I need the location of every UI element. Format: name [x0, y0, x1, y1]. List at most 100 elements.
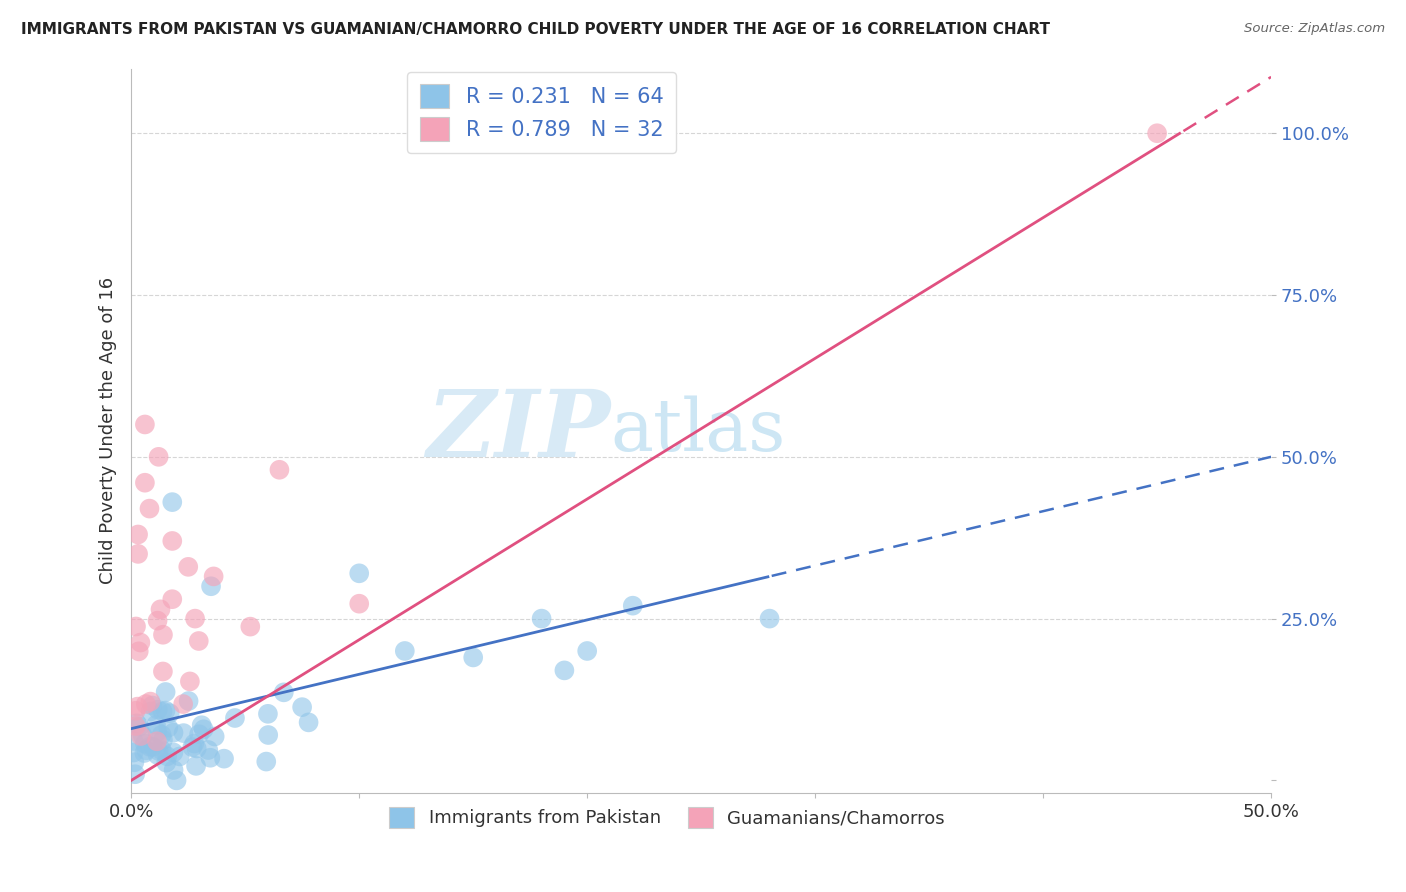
Point — [125, 716, 148, 731]
Y-axis label: Child Poverty Under the Age of 16: Child Poverty Under the Age of 16 — [100, 277, 117, 584]
Point — [146, 734, 169, 748]
Point — [125, 719, 148, 733]
Point — [162, 495, 184, 509]
Point — [162, 533, 184, 548]
Point — [530, 612, 553, 626]
Point — [146, 614, 169, 628]
Point — [155, 756, 177, 770]
Point — [127, 527, 149, 541]
Point — [347, 566, 370, 581]
Point — [169, 749, 191, 764]
Point — [159, 706, 181, 721]
Point — [553, 664, 575, 678]
Text: IMMIGRANTS FROM PAKISTAN VS GUAMANIAN/CHAMORRO CHILD POVERTY UNDER THE AGE OF 16: IMMIGRANTS FROM PAKISTAN VS GUAMANIAN/CH… — [21, 22, 1050, 37]
Point — [162, 746, 184, 760]
Point — [155, 685, 177, 699]
Point — [134, 746, 156, 760]
Point — [157, 721, 180, 735]
Point — [127, 699, 149, 714]
Point — [181, 740, 204, 755]
Point — [139, 705, 162, 719]
Point — [297, 715, 319, 730]
Point — [134, 737, 156, 751]
Point — [141, 698, 163, 713]
Point — [187, 634, 209, 648]
Point — [152, 733, 174, 747]
Point — [135, 697, 157, 711]
Point — [212, 752, 235, 766]
Legend: Immigrants from Pakistan, Guamanians/Chamorros: Immigrants from Pakistan, Guamanians/Cha… — [381, 800, 952, 835]
Point — [202, 569, 225, 583]
Point — [152, 628, 174, 642]
Point — [152, 704, 174, 718]
Point — [142, 739, 165, 754]
Point — [125, 704, 148, 718]
Point — [1146, 126, 1168, 140]
Point — [148, 744, 170, 758]
Point — [150, 728, 173, 742]
Point — [128, 644, 150, 658]
Point — [173, 726, 195, 740]
Point — [150, 743, 173, 757]
Point — [146, 747, 169, 762]
Point — [152, 665, 174, 679]
Point — [124, 767, 146, 781]
Point — [184, 612, 207, 626]
Point — [239, 619, 262, 633]
Point — [254, 755, 277, 769]
Point — [162, 763, 184, 777]
Point — [177, 694, 200, 708]
Point — [200, 579, 222, 593]
Point — [148, 450, 170, 464]
Point — [128, 720, 150, 734]
Point — [125, 619, 148, 633]
Point — [188, 727, 211, 741]
Point — [269, 463, 291, 477]
Point — [146, 703, 169, 717]
Point — [190, 718, 212, 732]
Point — [184, 759, 207, 773]
Point — [200, 750, 222, 764]
Point — [224, 711, 246, 725]
Point — [179, 674, 201, 689]
Point — [463, 650, 485, 665]
Point — [138, 501, 160, 516]
Point — [758, 612, 780, 626]
Text: Source: ZipAtlas.com: Source: ZipAtlas.com — [1244, 22, 1385, 36]
Point — [162, 725, 184, 739]
Point — [183, 737, 205, 751]
Point — [135, 743, 157, 757]
Point — [124, 756, 146, 770]
Point — [162, 592, 184, 607]
Point — [134, 417, 156, 432]
Point — [186, 741, 208, 756]
Point — [139, 695, 162, 709]
Point — [146, 725, 169, 739]
Point — [576, 644, 599, 658]
Point — [131, 728, 153, 742]
Point — [204, 730, 226, 744]
Point — [129, 635, 152, 649]
Point — [197, 743, 219, 757]
Point — [257, 706, 280, 721]
Point — [122, 746, 145, 760]
Point — [166, 773, 188, 788]
Point — [177, 559, 200, 574]
Point — [257, 728, 280, 742]
Point — [129, 729, 152, 743]
Point — [621, 599, 644, 613]
Point — [156, 749, 179, 764]
Point — [193, 723, 215, 737]
Point — [347, 597, 370, 611]
Point — [122, 734, 145, 748]
Point — [145, 718, 167, 732]
Point — [149, 602, 172, 616]
Point — [273, 685, 295, 699]
Text: ZIP: ZIP — [426, 386, 610, 476]
Point — [127, 547, 149, 561]
Point — [291, 700, 314, 714]
Point — [134, 475, 156, 490]
Point — [172, 697, 194, 711]
Point — [155, 704, 177, 718]
Point — [394, 644, 416, 658]
